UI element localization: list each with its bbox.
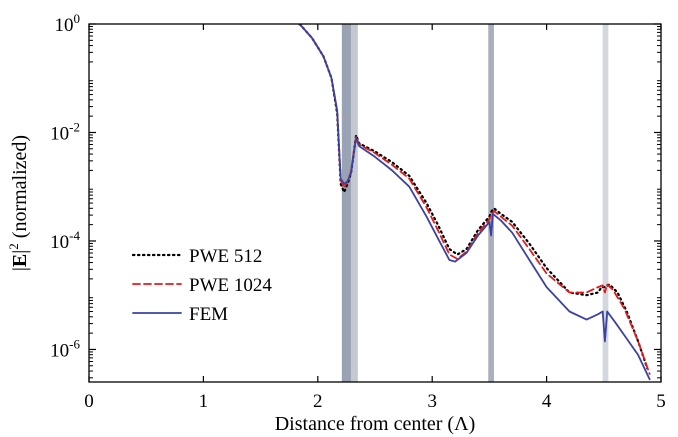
x-axis-ticks: 0 1 2 3 4 5: [84, 24, 666, 412]
series-line-fem: [297, 24, 651, 381]
y-tick-label: 10-6: [50, 336, 80, 361]
legend-label: PWE 1024: [189, 275, 272, 296]
shaded-band-2: [488, 24, 494, 382]
series-lines: [297, 24, 651, 381]
y-tick-label: 10-4: [50, 228, 80, 253]
legend-label: FEM: [189, 304, 228, 325]
shaded-band-1: [350, 24, 358, 382]
x-tick-label: 2: [313, 391, 323, 412]
shaded-bands: [341, 24, 609, 382]
legend: PWE 512 PWE 1024 FEM: [131, 246, 272, 325]
y-axis-ticks: 100 10-2 10-4 10-6: [50, 11, 661, 379]
y-tick-label: 10-2: [50, 119, 80, 144]
legend-label: PWE 512: [189, 246, 262, 267]
x-tick-label: 3: [427, 391, 437, 412]
shaded-band-3: [602, 24, 609, 382]
shaded-band-0: [341, 24, 351, 382]
plot-frame: [88, 23, 662, 383]
x-tick-label: 4: [542, 391, 552, 412]
x-tick-label: 0: [84, 391, 94, 412]
series-line-pwe-1024: [297, 24, 651, 375]
x-axis-label: Distance from center (Λ): [275, 413, 476, 435]
y-tick-label: 100: [55, 11, 81, 36]
y-axis-label: |E|2 (normalized): [6, 135, 31, 271]
x-tick-label: 5: [656, 391, 666, 412]
x-tick-label: 1: [199, 391, 209, 412]
